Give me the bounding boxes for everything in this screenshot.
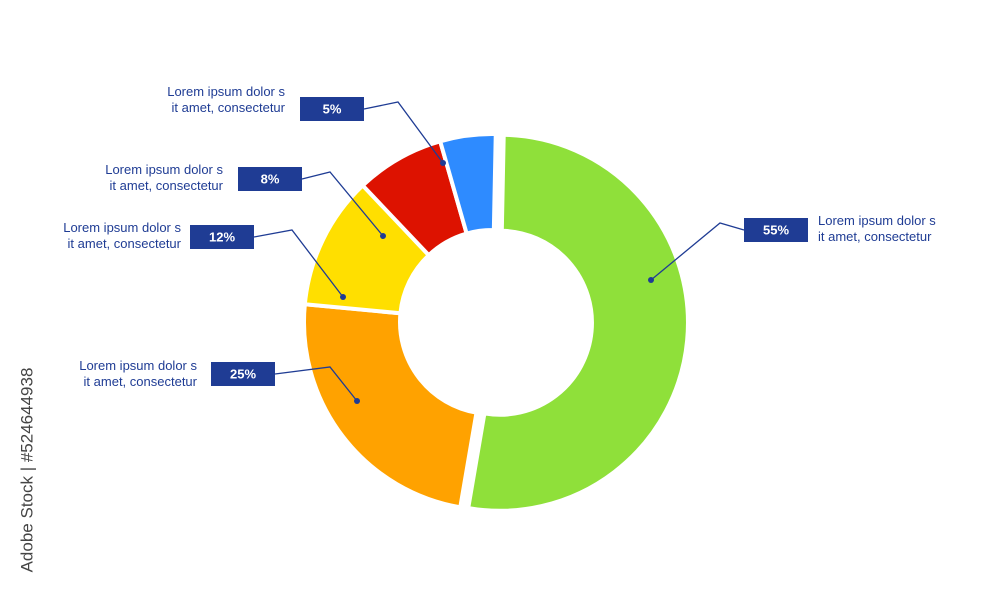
label-box: [300, 97, 364, 121]
leader-dot: [440, 160, 446, 166]
category-label: Lorem ipsum dolor s it amet, consectetur: [105, 162, 223, 193]
label-box: [190, 225, 254, 249]
leader-line: [253, 229, 344, 298]
value-label: 8%: [261, 171, 280, 186]
value-label: 12%: [209, 229, 235, 244]
label-box: [238, 167, 302, 191]
value-label: 25%: [230, 366, 256, 381]
leader-dot: [354, 398, 360, 404]
category-label: Lorem ipsum dolor s it amet, consectetur: [79, 358, 197, 389]
leader-line: [363, 101, 444, 164]
donut-slice: [465, 132, 690, 513]
donut-slice: [437, 132, 498, 237]
label-box: [211, 362, 275, 386]
leader-dot: [648, 277, 654, 283]
watermark: Adobe Stock | #524644938: [17, 368, 36, 573]
category-label: Lorem ipsum dolor s it amet, consectetur: [818, 213, 936, 244]
category-label: Lorem ipsum dolor s it amet, consectetur: [167, 84, 285, 115]
leader-line: [650, 222, 745, 281]
category-label: Lorem ipsum dolor s it amet, consectetur: [63, 220, 181, 251]
leader-line: [301, 171, 384, 237]
leader-dot: [380, 233, 386, 239]
donut-slice: [302, 302, 479, 510]
label-box: [744, 218, 808, 242]
value-label: 55%: [763, 222, 789, 237]
value-label: 5%: [323, 101, 342, 116]
leader-line: [274, 366, 358, 402]
leader-dot: [340, 294, 346, 300]
